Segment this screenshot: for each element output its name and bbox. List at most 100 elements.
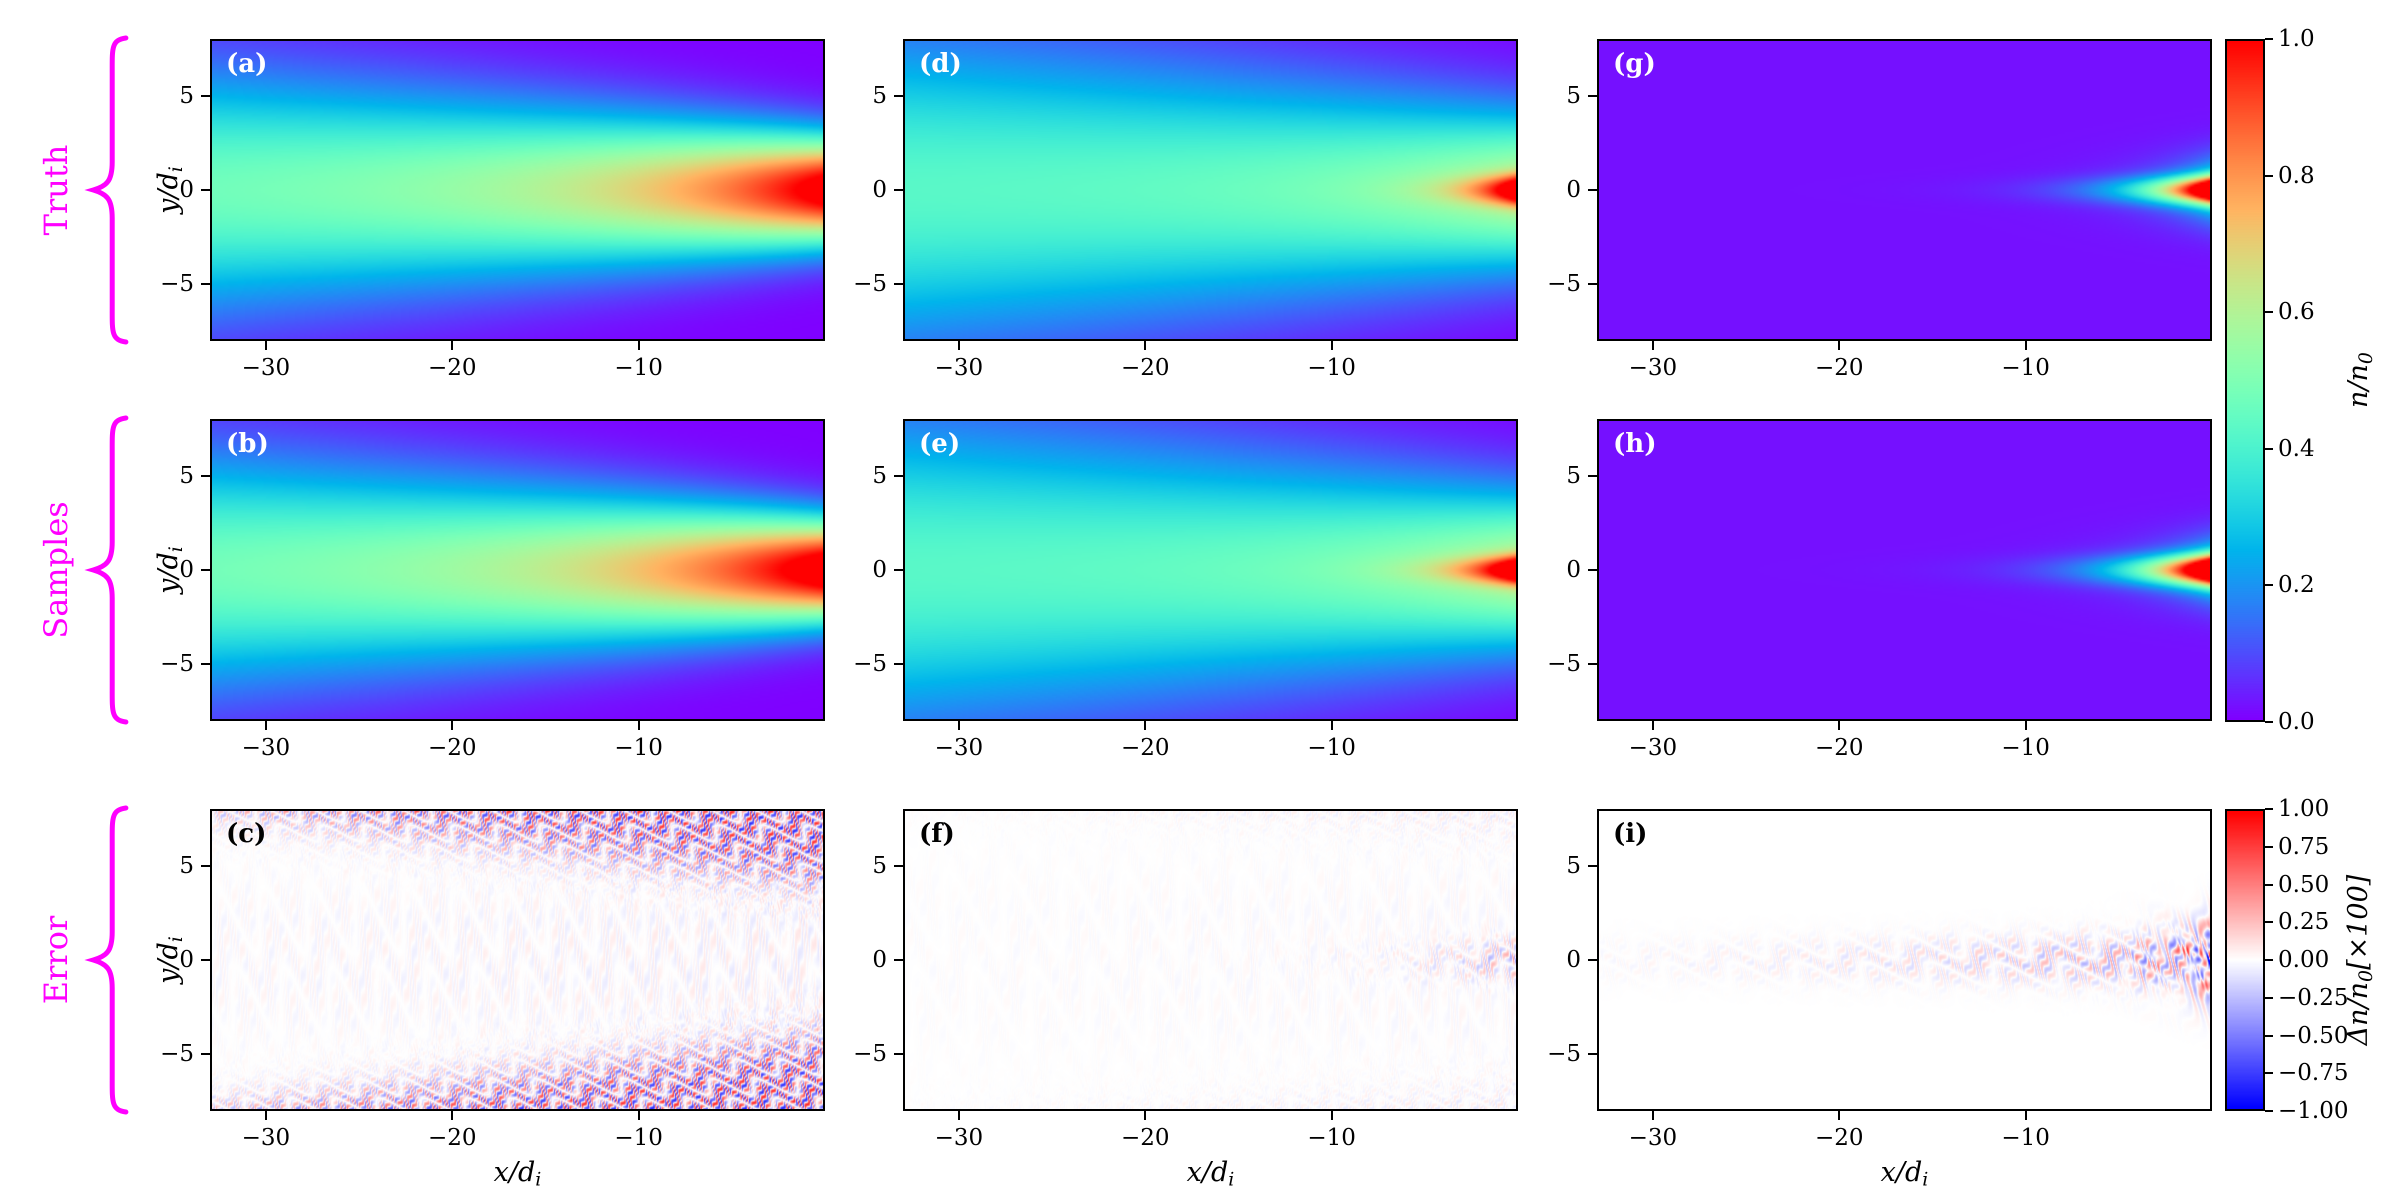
x-axis-label: x/di — [1186, 1157, 1235, 1191]
colorbar-density — [2225, 39, 2265, 722]
x-tick-label: −20 — [1120, 735, 1170, 761]
y-tick-label: −5 — [853, 1041, 887, 1068]
x-tick-mark — [1838, 1111, 1841, 1120]
y-tick-label: 5 — [1566, 462, 1581, 489]
x-tick-label: −10 — [2001, 355, 2050, 381]
colorbar-tick-mark — [2265, 996, 2273, 999]
panel-h-heatmap: (h) — [1597, 419, 2212, 721]
colorbar-tick-mark — [2265, 721, 2273, 723]
colorbar-tick-label: 0.4 — [2278, 435, 2315, 462]
heatmap-canvas-d — [905, 41, 1516, 339]
panel-label-b: (b) — [226, 429, 269, 459]
colorbar-tick-label: 0.75 — [2278, 833, 2330, 860]
x-tick-mark — [1651, 1111, 1654, 1120]
x-tick-label: −30 — [934, 355, 984, 381]
panel-label-a: (a) — [226, 49, 268, 79]
y-tick-label: 5 — [1566, 82, 1581, 109]
y-axis-label: y/di — [153, 166, 187, 214]
y-tick-mark — [1588, 189, 1597, 191]
y-tick-label: −5 — [160, 1041, 194, 1068]
y-tick-label: 5 — [872, 462, 887, 489]
x-tick-label: −20 — [1814, 735, 1864, 761]
panel-d-heatmap: (d) — [903, 39, 1518, 341]
panel-label-d: (d) — [919, 49, 962, 79]
heatmap-canvas-h — [1599, 421, 2210, 719]
panel-g-heatmap: (g) — [1597, 39, 2212, 341]
y-tick-mark — [201, 569, 210, 571]
x-tick-label: −30 — [1628, 735, 1678, 761]
heatmap-canvas-e — [905, 421, 1516, 719]
x-tick-label: −30 — [241, 1125, 291, 1151]
y-tick-mark — [201, 474, 210, 477]
y-tick-label: 0 — [1566, 947, 1581, 973]
y-tick-mark — [894, 569, 903, 571]
y-tick-mark — [894, 189, 903, 191]
x-tick-label: −10 — [614, 735, 663, 761]
colorbar-tick-label: 0.2 — [2278, 572, 2315, 599]
y-tick-label: −5 — [853, 271, 887, 298]
y-tick-label: 5 — [872, 852, 887, 879]
x-tick-mark — [1651, 721, 1654, 730]
x-tick-mark — [451, 341, 454, 350]
heatmap-canvas-b — [212, 421, 823, 719]
x-axis-label: x/di — [1880, 1157, 1929, 1191]
panel-c-heatmap: (c) — [210, 809, 825, 1111]
x-tick-mark — [2024, 341, 2027, 350]
colorbar-tick-mark — [2265, 1034, 2273, 1037]
colorbar-tick-label: −1.00 — [2278, 1098, 2349, 1124]
y-tick-mark — [1588, 569, 1597, 571]
x-tick-label: −10 — [1307, 355, 1356, 381]
colorbar-tick-mark — [2265, 1072, 2273, 1075]
x-axis-label: x/di — [493, 1157, 542, 1191]
panel-i-heatmap: (i) — [1597, 809, 2212, 1111]
y-tick-mark — [894, 1053, 903, 1056]
colorbar-error-gradient — [2227, 811, 2263, 1109]
y-tick-mark — [201, 864, 210, 867]
y-tick-label: −5 — [1547, 1041, 1581, 1068]
colorbar-tick-mark — [2265, 311, 2273, 314]
x-tick-label: −20 — [427, 735, 477, 761]
y-tick-label: 0 — [1566, 177, 1581, 203]
y-tick-mark — [1588, 1053, 1597, 1056]
colorbar-tick-mark — [2265, 447, 2273, 450]
x-tick-label: −30 — [934, 735, 984, 761]
x-tick-mark — [1651, 341, 1654, 350]
x-tick-label: −10 — [614, 355, 663, 381]
x-tick-label: −20 — [427, 355, 477, 381]
y-axis-label: y/di — [153, 546, 187, 594]
x-tick-label: −30 — [1628, 1125, 1678, 1151]
colorbar-tick-label: 1.0 — [2278, 26, 2315, 52]
row-label-samples: Samples — [37, 501, 75, 639]
y-tick-mark — [1588, 474, 1597, 477]
heatmap-canvas-g — [1599, 41, 2210, 339]
x-tick-label: −10 — [2001, 735, 2050, 761]
panel-label-g: (g) — [1613, 49, 1656, 79]
colorbar-tick-label: 0.8 — [2278, 162, 2315, 189]
colorbar-tick-label: −0.75 — [2278, 1060, 2349, 1087]
panel-label-e: (e) — [919, 429, 961, 459]
y-tick-label: −5 — [1547, 271, 1581, 298]
x-tick-mark — [637, 341, 640, 350]
x-tick-mark — [1330, 721, 1333, 730]
y-tick-mark — [201, 663, 210, 666]
x-tick-label: −30 — [1628, 355, 1678, 381]
panel-b-heatmap: (b) — [210, 419, 825, 721]
x-tick-label: −30 — [241, 355, 291, 381]
heatmap-canvas-c — [212, 811, 823, 1109]
x-tick-label: −20 — [427, 1125, 477, 1151]
y-tick-mark — [1588, 283, 1597, 286]
heatmap-canvas-f — [905, 811, 1516, 1109]
row-brace-truth — [88, 34, 128, 346]
x-tick-label: −10 — [2001, 1125, 2050, 1151]
y-tick-mark — [201, 1053, 210, 1056]
x-tick-mark — [1330, 1111, 1333, 1120]
colorbar-tick-label: −0.25 — [2278, 984, 2349, 1011]
panel-label-f: (f) — [919, 819, 955, 849]
y-tick-mark — [201, 959, 210, 961]
y-tick-label: 5 — [179, 82, 194, 109]
colorbar-tick-mark — [2265, 584, 2273, 587]
row-brace-error — [88, 804, 128, 1116]
heatmap-canvas-i — [1599, 811, 2210, 1109]
x-tick-mark — [637, 721, 640, 730]
y-tick-label: −5 — [160, 651, 194, 678]
